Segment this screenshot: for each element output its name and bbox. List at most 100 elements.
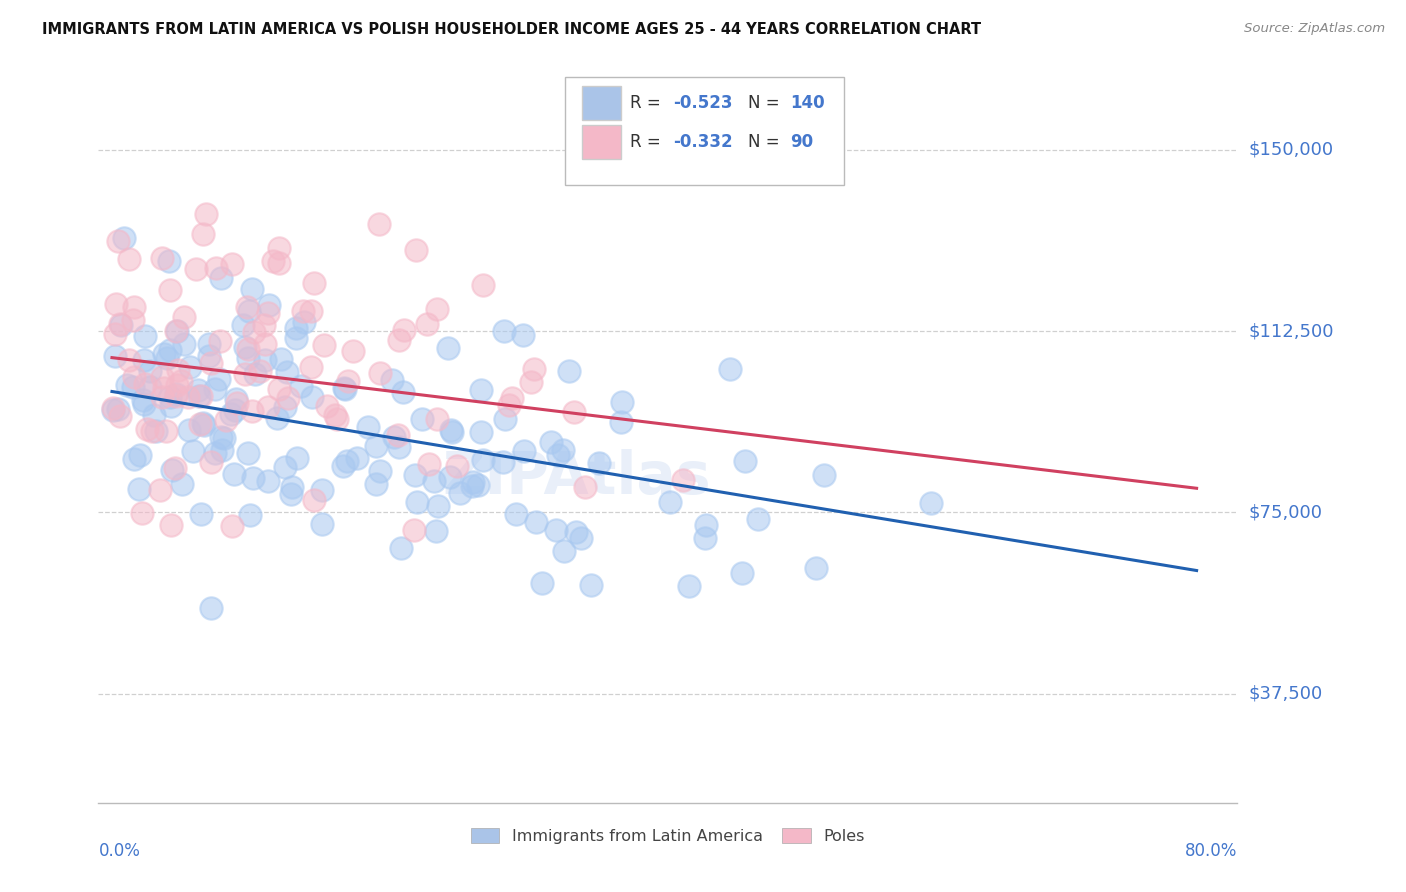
Text: $150,000: $150,000	[1249, 141, 1333, 159]
Point	[695, 517, 717, 532]
Point	[122, 451, 145, 466]
Point	[440, 423, 463, 437]
Point	[122, 300, 145, 314]
Point	[531, 576, 554, 591]
Point	[405, 243, 427, 257]
Point	[292, 315, 315, 329]
Point	[418, 458, 440, 472]
Point	[179, 360, 201, 375]
Point	[337, 374, 360, 388]
Point	[156, 351, 179, 365]
Text: ZIPAtlas: ZIPAtlas	[443, 449, 711, 506]
Text: 80.0%: 80.0%	[1185, 842, 1237, 860]
Point	[107, 234, 129, 248]
Point	[449, 486, 471, 500]
Point	[546, 523, 568, 537]
Point	[813, 467, 835, 482]
Point	[523, 362, 546, 376]
Point	[152, 381, 174, 395]
Point	[105, 297, 128, 311]
Legend: Immigrants from Latin America, Poles: Immigrants from Latin America, Poles	[464, 822, 872, 850]
Point	[190, 507, 212, 521]
Point	[159, 283, 181, 297]
Point	[695, 531, 717, 545]
Point	[270, 352, 292, 367]
Point	[609, 415, 631, 429]
Point	[190, 417, 212, 432]
Point	[191, 416, 214, 430]
Point	[659, 495, 682, 509]
Point	[197, 350, 219, 364]
Text: $37,500: $37,500	[1249, 685, 1323, 703]
Point	[245, 368, 267, 382]
Point	[446, 458, 468, 473]
Point	[118, 252, 141, 267]
Point	[173, 310, 195, 325]
Point	[470, 383, 492, 397]
FancyBboxPatch shape	[582, 87, 621, 120]
Point	[392, 323, 415, 337]
Point	[513, 444, 536, 458]
Point	[238, 304, 260, 318]
Point	[439, 469, 461, 483]
Point	[301, 390, 323, 404]
Point	[112, 230, 135, 244]
Point	[472, 452, 495, 467]
Point	[266, 410, 288, 425]
Point	[190, 389, 212, 403]
Point	[187, 383, 209, 397]
Point	[184, 261, 207, 276]
Point	[370, 366, 392, 380]
Point	[132, 397, 155, 411]
Point	[145, 424, 167, 438]
Point	[285, 331, 308, 345]
Point	[132, 393, 155, 408]
Text: 140: 140	[790, 95, 824, 112]
Point	[804, 561, 827, 575]
Point	[277, 391, 299, 405]
Point	[204, 261, 226, 276]
Point	[281, 480, 304, 494]
Point	[273, 400, 295, 414]
Point	[569, 531, 592, 545]
Point	[574, 481, 596, 495]
Point	[501, 392, 523, 406]
Point	[243, 325, 266, 339]
Point	[242, 471, 264, 485]
Point	[467, 478, 489, 492]
Point	[257, 298, 280, 312]
Point	[194, 207, 217, 221]
Point	[316, 400, 339, 414]
Point	[332, 459, 354, 474]
Point	[440, 425, 463, 439]
Point	[170, 374, 193, 388]
Text: -0.332: -0.332	[673, 133, 733, 151]
Point	[257, 400, 280, 414]
Point	[235, 300, 257, 314]
Text: R =: R =	[630, 133, 666, 151]
Point	[124, 370, 146, 384]
Point	[505, 507, 527, 521]
Point	[165, 461, 187, 475]
Point	[387, 427, 409, 442]
Point	[170, 476, 193, 491]
Point	[368, 464, 391, 478]
Point	[233, 367, 256, 381]
Point	[392, 385, 415, 400]
Text: R =: R =	[630, 95, 666, 112]
Point	[285, 450, 308, 465]
Point	[404, 523, 426, 537]
Point	[406, 495, 429, 509]
Point	[232, 318, 254, 333]
Point	[381, 374, 404, 388]
Point	[436, 341, 458, 355]
Point	[254, 352, 277, 367]
Point	[252, 318, 274, 333]
Point	[333, 382, 356, 396]
Point	[427, 500, 450, 514]
Point	[225, 392, 247, 407]
Point	[416, 317, 439, 331]
Point	[254, 337, 277, 351]
Point	[269, 382, 291, 396]
Text: -0.523: -0.523	[673, 95, 733, 112]
